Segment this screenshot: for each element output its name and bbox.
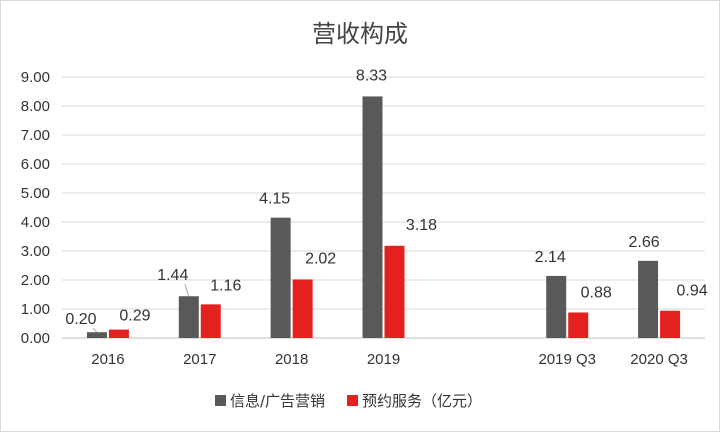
y-tick-label: 8.00 (21, 98, 50, 115)
y-tick-label: 6.00 (21, 156, 50, 173)
y-tick-label: 7.00 (21, 127, 50, 144)
data-label: 1.44 (157, 267, 188, 284)
data-labels: 0.20 0.29 1.44 1.16 4.15 2.02 8.33 3.18 2.14 0.88… (65, 67, 707, 328)
legend: 信息/广告营销 预约服务（亿元） (215, 392, 482, 410)
data-label: 8.33 (356, 67, 387, 84)
data-label: 3.18 (406, 217, 437, 234)
y-tick-label: 3.00 (21, 243, 50, 260)
y-tick-label: 0.00 (21, 330, 50, 347)
bar-info-ads (546, 275, 567, 338)
data-label: 4.15 (259, 191, 290, 208)
data-label: 0.20 (65, 311, 96, 328)
gridlines (62, 76, 705, 339)
bar-booking-service (292, 279, 313, 338)
bar-booking-service (108, 329, 129, 338)
bar-booking-service (200, 304, 221, 338)
leader-line (92, 327, 98, 333)
bar-booking-service (568, 312, 589, 338)
bar-booking-service (384, 245, 405, 338)
x-tick-label: 2019 Q3 (538, 351, 596, 368)
legend-label-booking-service: 预约服务（亿元） (362, 392, 482, 410)
bar-booking-service (660, 310, 681, 338)
data-label: 0.88 (581, 284, 612, 301)
chart-title: 营收构成 (312, 20, 408, 48)
data-label: 2.66 (629, 234, 660, 251)
bar-info-ads (86, 332, 107, 338)
data-label: 2.02 (305, 250, 336, 267)
bars (86, 96, 681, 339)
y-tick-label: 1.00 (21, 301, 50, 318)
x-tick-label: 2019 (367, 351, 400, 368)
y-axis-ticks: 0.00 1.00 2.00 3.00 4.00 5.00 6.00 7.00 8.00 9.00 (21, 69, 50, 347)
y-tick-label: 4.00 (21, 214, 50, 231)
x-tick-label: 2017 (183, 351, 216, 368)
leader-line (184, 284, 190, 297)
bar-info-ads (362, 96, 383, 339)
x-tick-label: 2018 (275, 351, 308, 368)
y-tick-label: 2.00 (21, 272, 50, 289)
y-tick-label: 9.00 (21, 69, 50, 86)
legend-swatch-booking-service (347, 395, 358, 406)
leader-lines (92, 284, 190, 333)
data-label: 2.14 (535, 249, 566, 266)
bar-info-ads (178, 296, 199, 338)
y-tick-label: 5.00 (21, 185, 50, 202)
legend-swatch-info-ads (215, 395, 226, 406)
data-label: 1.16 (210, 277, 241, 294)
data-label: 0.94 (677, 283, 708, 300)
bar-info-ads (270, 217, 291, 338)
legend-label-info-ads: 信息/广告营销 (230, 392, 325, 410)
bar-info-ads (638, 260, 659, 338)
x-axis-ticks: 2016 2017 2018 2019 2019 Q3 2020 Q3 (91, 351, 688, 368)
x-tick-label: 2020 Q3 (630, 351, 688, 368)
data-label: 0.29 (119, 308, 150, 325)
x-tick-label: 2016 (91, 351, 124, 368)
